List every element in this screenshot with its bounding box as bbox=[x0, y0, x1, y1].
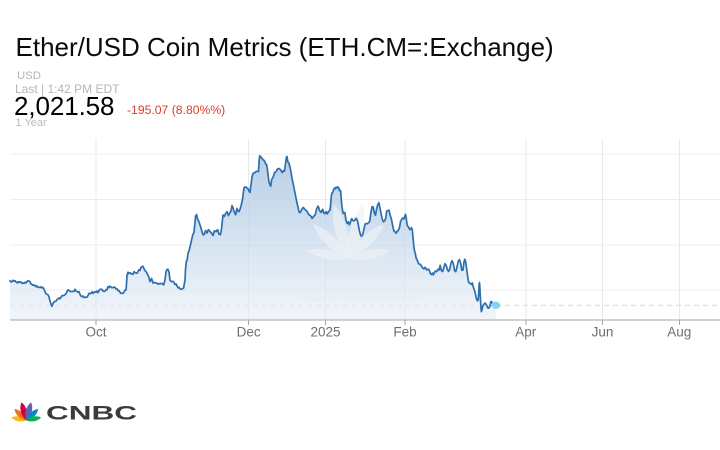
svg-text:CNBC: CNBC bbox=[46, 404, 137, 425]
svg-text:Feb: Feb bbox=[393, 325, 416, 340]
svg-text:Jun: Jun bbox=[592, 325, 614, 340]
svg-text:2025: 2025 bbox=[310, 325, 340, 340]
svg-text:Aug: Aug bbox=[667, 325, 691, 340]
svg-text:Oct: Oct bbox=[85, 325, 106, 340]
svg-text:CNBC: CNBC bbox=[299, 277, 420, 307]
svg-text:Apr: Apr bbox=[515, 325, 537, 340]
svg-text:Dec: Dec bbox=[237, 325, 261, 340]
